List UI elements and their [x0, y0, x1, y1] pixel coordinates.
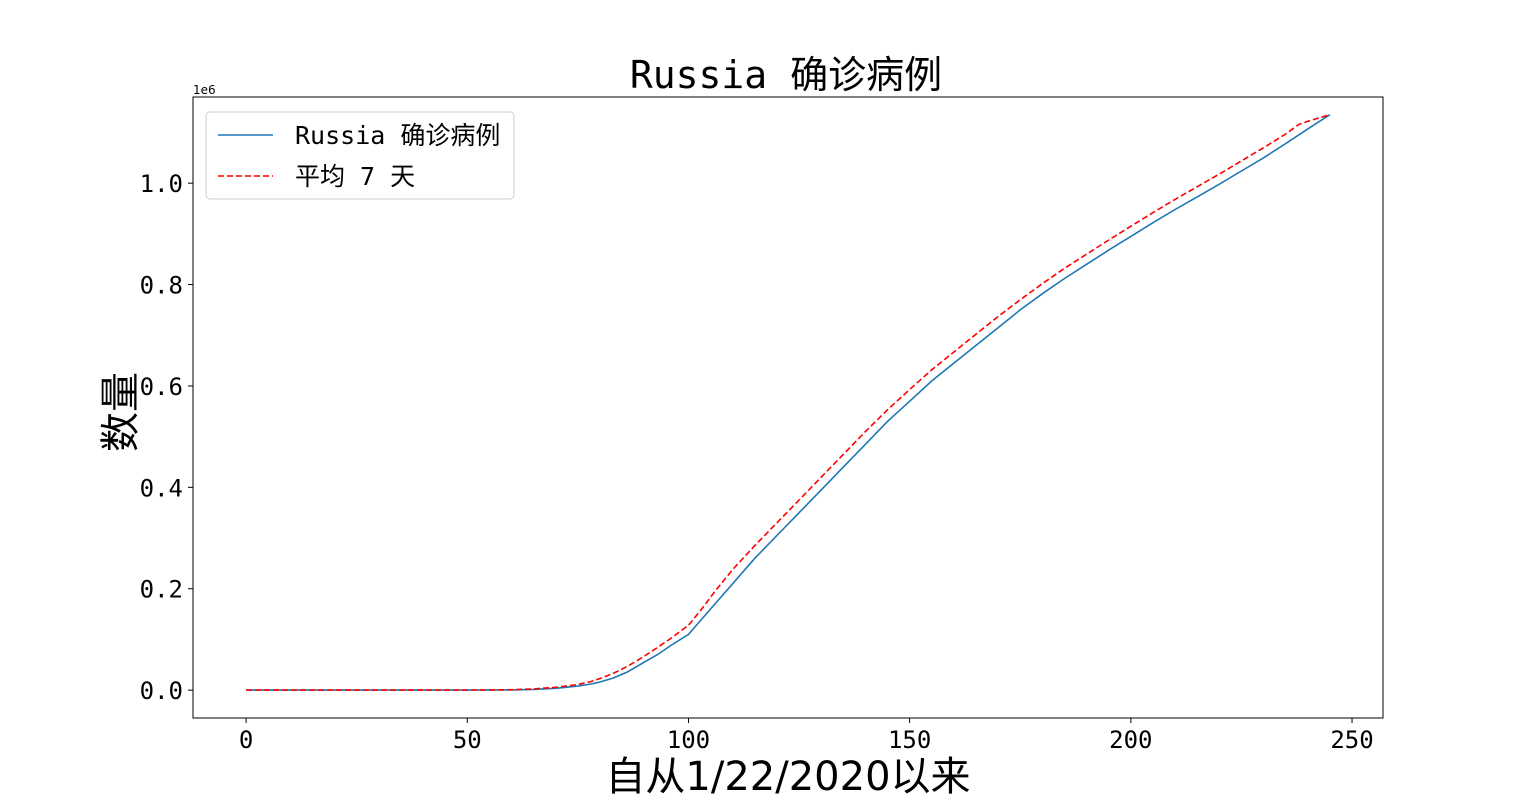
- y-tick-label: 0.0: [140, 677, 183, 705]
- x-tick-label: 250: [1330, 726, 1373, 754]
- y-axis-label: 数量: [98, 372, 144, 452]
- legend-label-russia: Russia 确诊病例: [295, 121, 500, 150]
- y-tick-label: 0.6: [140, 373, 183, 401]
- x-tick-label: 150: [888, 726, 931, 754]
- legend: Russia 确诊病例 平均 7 天: [205, 111, 515, 200]
- y-tick-label: 0.2: [140, 576, 183, 604]
- y-offset-label: 1e6: [193, 83, 216, 97]
- x-axis-label: 自从1/22/2020以来: [605, 754, 970, 800]
- x-tick-label: 100: [667, 726, 710, 754]
- x-axis: 0 50 100 150 200 250: [239, 718, 1374, 754]
- plot-lines: [246, 113, 1331, 691]
- y-axis: 0.0 0.2 0.4 0.6 0.8 1.0: [140, 170, 193, 705]
- y-tick-label: 1.0: [140, 170, 183, 198]
- x-tick-label: 0: [239, 726, 253, 754]
- chart-title: Russia 确诊病例: [630, 53, 942, 97]
- legend-label-average: 平均 7 天: [295, 162, 415, 191]
- legend-box: [205, 111, 515, 200]
- x-tick-label: 50: [453, 726, 482, 754]
- series-line-average: [246, 113, 1331, 691]
- x-tick-label: 200: [1109, 726, 1152, 754]
- y-tick-label: 0.8: [140, 272, 183, 300]
- y-tick-label: 0.4: [140, 474, 183, 502]
- series-line-russia: [246, 114, 1331, 691]
- plot-frame: [192, 96, 1384, 719]
